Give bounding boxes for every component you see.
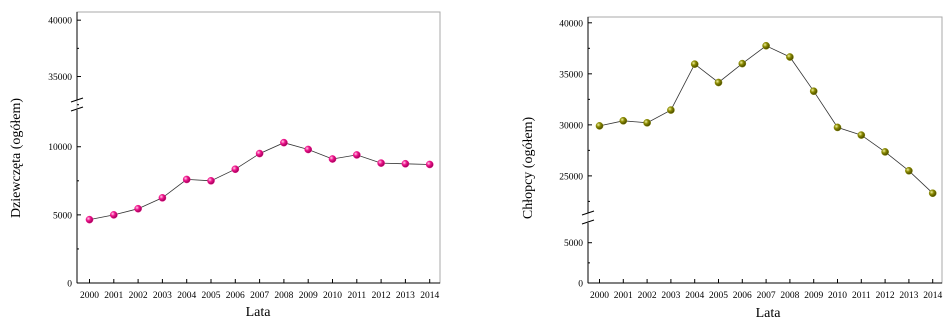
chart-boys-frame [587,16,943,284]
x-tick-label: 2012 [372,291,391,301]
data-point [809,87,818,95]
y-tick-label: 5000 [53,211,72,221]
chart-girls-axis-break-1 [70,97,84,103]
chart-boys-series-line [599,45,933,194]
data-point [377,159,385,167]
x-tick-label: 2003 [153,291,172,301]
x-tick-label: 2011 [852,291,871,301]
x-tick-label: 2001 [104,291,123,301]
x-tick-label: 2012 [876,291,895,301]
data-point [328,155,337,163]
data-point [255,149,264,158]
data-point [738,59,747,68]
x-tick-label: 2005 [709,291,728,301]
x-tick-label: 2001 [614,291,633,301]
chart-boys-axis-break-2 [581,219,595,225]
y-tick-label: 0 [578,280,583,290]
chart-boys-xlabel: Lata [756,306,782,321]
x-tick-label: 2003 [661,291,680,301]
data-point [595,122,604,130]
x-tick-label: 2009 [299,291,318,301]
chart-girls-ylabel: Dziewczęta (ogółem) [9,98,24,218]
y-tick-label: 35000 [559,70,583,80]
x-tick-label: 2007 [757,291,776,301]
chart-boys: 0 5000 25000 30000 35000 40000 2000 2001 2002 20… [521,16,943,321]
data-point [134,204,142,213]
chart-boys-axis-break-1 [581,210,595,216]
x-tick-label: 2013 [899,291,918,301]
data-point [182,175,191,184]
x-tick-label: 2006 [226,291,245,301]
data-point [881,148,889,156]
chart-girls-xlabel: Lata [246,305,272,320]
chart-girls: 0 5000 10000 35000 40000 2000 2001 2002 2003 200… [9,11,441,320]
x-tick-label: 2004 [177,291,196,301]
y-tick-label: 25000 [559,172,583,182]
y-tick-label: 0 [67,280,72,290]
y-tick-label: 10000 [48,143,72,153]
data-point [280,138,288,147]
x-tick-label: 2007 [250,291,269,301]
data-point [786,53,794,61]
data-point [714,78,723,87]
y-tick-label: 40000 [48,17,72,27]
data-point [690,60,699,68]
x-tick-label: 2010 [828,291,847,301]
x-tick-label: 2000 [590,291,609,301]
x-tick-label: 2014 [420,291,439,301]
data-point [619,116,628,125]
data-point [158,194,167,202]
chart-boys-ylabel: Chłopcy (ogółem) [521,117,536,220]
y-tick-label: 40000 [559,19,583,29]
x-tick-label: 2008 [274,291,293,301]
data-point [110,211,118,219]
data-point [905,166,913,175]
x-tick-label: 2002 [638,291,657,301]
chart-girls-axis-break-2 [70,106,84,112]
data-point [304,145,313,154]
x-tick-label: 2002 [129,291,148,301]
x-tick-label: 2013 [396,291,415,301]
data-point [667,106,675,114]
x-tick-label: 2008 [780,291,799,301]
data-point [928,189,937,198]
data-point [762,41,770,50]
data-point [231,165,240,174]
x-tick-label: 2014 [923,291,942,301]
x-tick-label: 2004 [685,291,704,301]
y-tick-label: 30000 [559,121,583,131]
x-tick-label: 2005 [202,291,221,301]
y-tick-label: 35000 [48,73,72,83]
data-point [85,215,94,224]
chart-girls-frame [76,11,441,284]
data-point [207,177,215,185]
x-tick-label: 2000 [80,291,99,301]
data-point [352,151,361,159]
data-point [425,160,434,169]
x-tick-label: 2009 [804,291,823,301]
data-point [401,159,410,168]
y-tick-label: 5000 [564,239,583,249]
data-point [857,131,866,139]
x-tick-label: 2010 [323,291,342,301]
x-tick-label: 2011 [347,291,366,301]
data-point [833,123,842,132]
x-tick-label: 2006 [733,291,752,301]
data-point [643,119,651,127]
